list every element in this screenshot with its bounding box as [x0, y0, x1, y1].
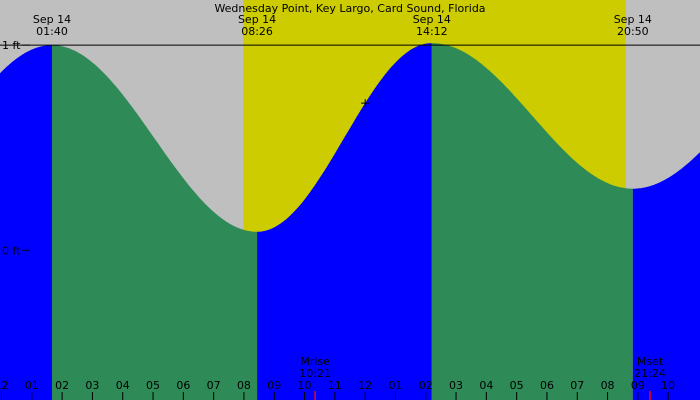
falling-tide-area	[52, 45, 258, 400]
chart-title: Wednesday Point, Key Largo, Card Sound, …	[214, 2, 485, 15]
x-tick-label: 08	[237, 379, 251, 392]
extreme-time-label: 14:12	[416, 25, 448, 38]
x-tick-label: 06	[540, 379, 554, 392]
extreme-date-label: Sep 14	[238, 13, 276, 26]
x-tick-label: 09	[631, 379, 645, 392]
x-tick-label: 05	[146, 379, 160, 392]
x-tick-label: 07	[207, 379, 221, 392]
extreme-time-label: 08:26	[241, 25, 273, 38]
x-tick-label: 06	[176, 379, 190, 392]
y-axis: 1 ft 0 ft	[0, 39, 700, 257]
x-tick-label: 04	[479, 379, 493, 392]
tide-curve	[0, 43, 700, 400]
extreme-time-label: 01:40	[36, 25, 68, 38]
x-tick-label: 01	[388, 379, 402, 392]
extreme-date-label: Sep 14	[33, 13, 71, 26]
moon-event-label: Mset	[637, 355, 664, 368]
x-tick-label: 03	[449, 379, 463, 392]
x-tick-label: 12	[358, 379, 372, 392]
x-tick-label: 09	[267, 379, 281, 392]
moon-event-time: 21:24	[634, 367, 666, 380]
x-tick-label: 08	[601, 379, 615, 392]
rising-tide-area	[0, 45, 52, 400]
moon-event-label: Mrise	[300, 355, 330, 368]
x-tick-label: 05	[510, 379, 524, 392]
y-tick-label: 0 ft	[2, 244, 21, 257]
x-tick-label: 03	[85, 379, 99, 392]
x-tick-label: 12	[0, 379, 9, 392]
rising-tide-area	[257, 43, 432, 400]
x-tick-label: 02	[419, 379, 433, 392]
x-tick-label: 02	[55, 379, 69, 392]
x-tick-label: 10	[298, 379, 312, 392]
moon-event-time: 10:21	[299, 367, 331, 380]
x-tick-label: 01	[25, 379, 39, 392]
x-tick-label: 07	[570, 379, 584, 392]
y-tick-label: 1 ft	[2, 39, 21, 52]
extreme-date-label: Sep 14	[413, 13, 451, 26]
x-axis: 1120102030405060708091011120102030405060…	[0, 379, 675, 400]
x-tick-label: 10	[661, 379, 675, 392]
extreme-date-label: Sep 14	[614, 13, 652, 26]
extreme-time-label: 20:50	[617, 25, 649, 38]
falling-tide-area	[431, 43, 633, 400]
x-tick-label: 11	[328, 379, 342, 392]
rising-tide-area	[632, 152, 700, 400]
x-tick-label: 04	[116, 379, 130, 392]
